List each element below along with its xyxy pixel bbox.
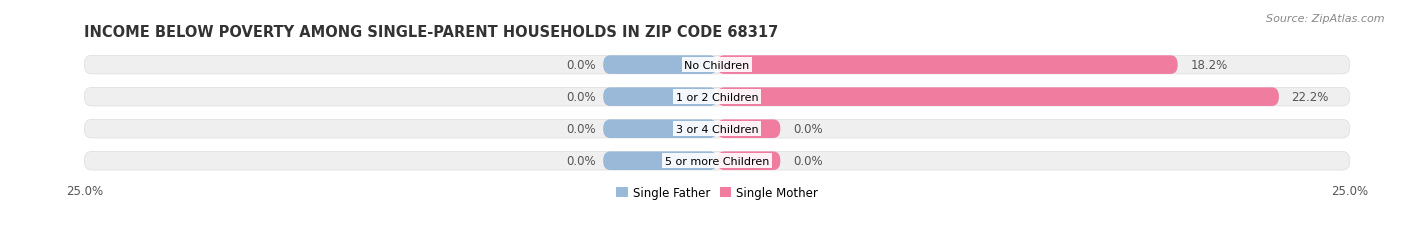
FancyBboxPatch shape — [603, 88, 717, 106]
Text: 1 or 2 Children: 1 or 2 Children — [676, 92, 758, 102]
FancyBboxPatch shape — [84, 152, 1350, 170]
Text: 0.0%: 0.0% — [793, 155, 823, 167]
Text: 0.0%: 0.0% — [567, 123, 596, 136]
Text: 3 or 4 Children: 3 or 4 Children — [676, 124, 758, 134]
Text: 0.0%: 0.0% — [567, 155, 596, 167]
FancyBboxPatch shape — [84, 56, 1350, 75]
Text: 18.2%: 18.2% — [1191, 59, 1227, 72]
FancyBboxPatch shape — [717, 152, 780, 170]
Text: 22.2%: 22.2% — [1292, 91, 1329, 104]
FancyBboxPatch shape — [84, 88, 1350, 106]
FancyBboxPatch shape — [717, 88, 1279, 106]
Text: INCOME BELOW POVERTY AMONG SINGLE-PARENT HOUSEHOLDS IN ZIP CODE 68317: INCOME BELOW POVERTY AMONG SINGLE-PARENT… — [84, 24, 779, 40]
FancyBboxPatch shape — [717, 120, 780, 138]
Text: 0.0%: 0.0% — [567, 91, 596, 104]
FancyBboxPatch shape — [603, 120, 717, 138]
FancyBboxPatch shape — [603, 152, 717, 170]
Text: Source: ZipAtlas.com: Source: ZipAtlas.com — [1267, 14, 1385, 24]
Text: No Children: No Children — [685, 60, 749, 70]
FancyBboxPatch shape — [603, 56, 717, 75]
FancyBboxPatch shape — [717, 56, 1178, 75]
Text: 0.0%: 0.0% — [793, 123, 823, 136]
Text: 0.0%: 0.0% — [567, 59, 596, 72]
Text: 5 or more Children: 5 or more Children — [665, 156, 769, 166]
FancyBboxPatch shape — [84, 120, 1350, 138]
Legend: Single Father, Single Mother: Single Father, Single Mother — [612, 181, 823, 204]
